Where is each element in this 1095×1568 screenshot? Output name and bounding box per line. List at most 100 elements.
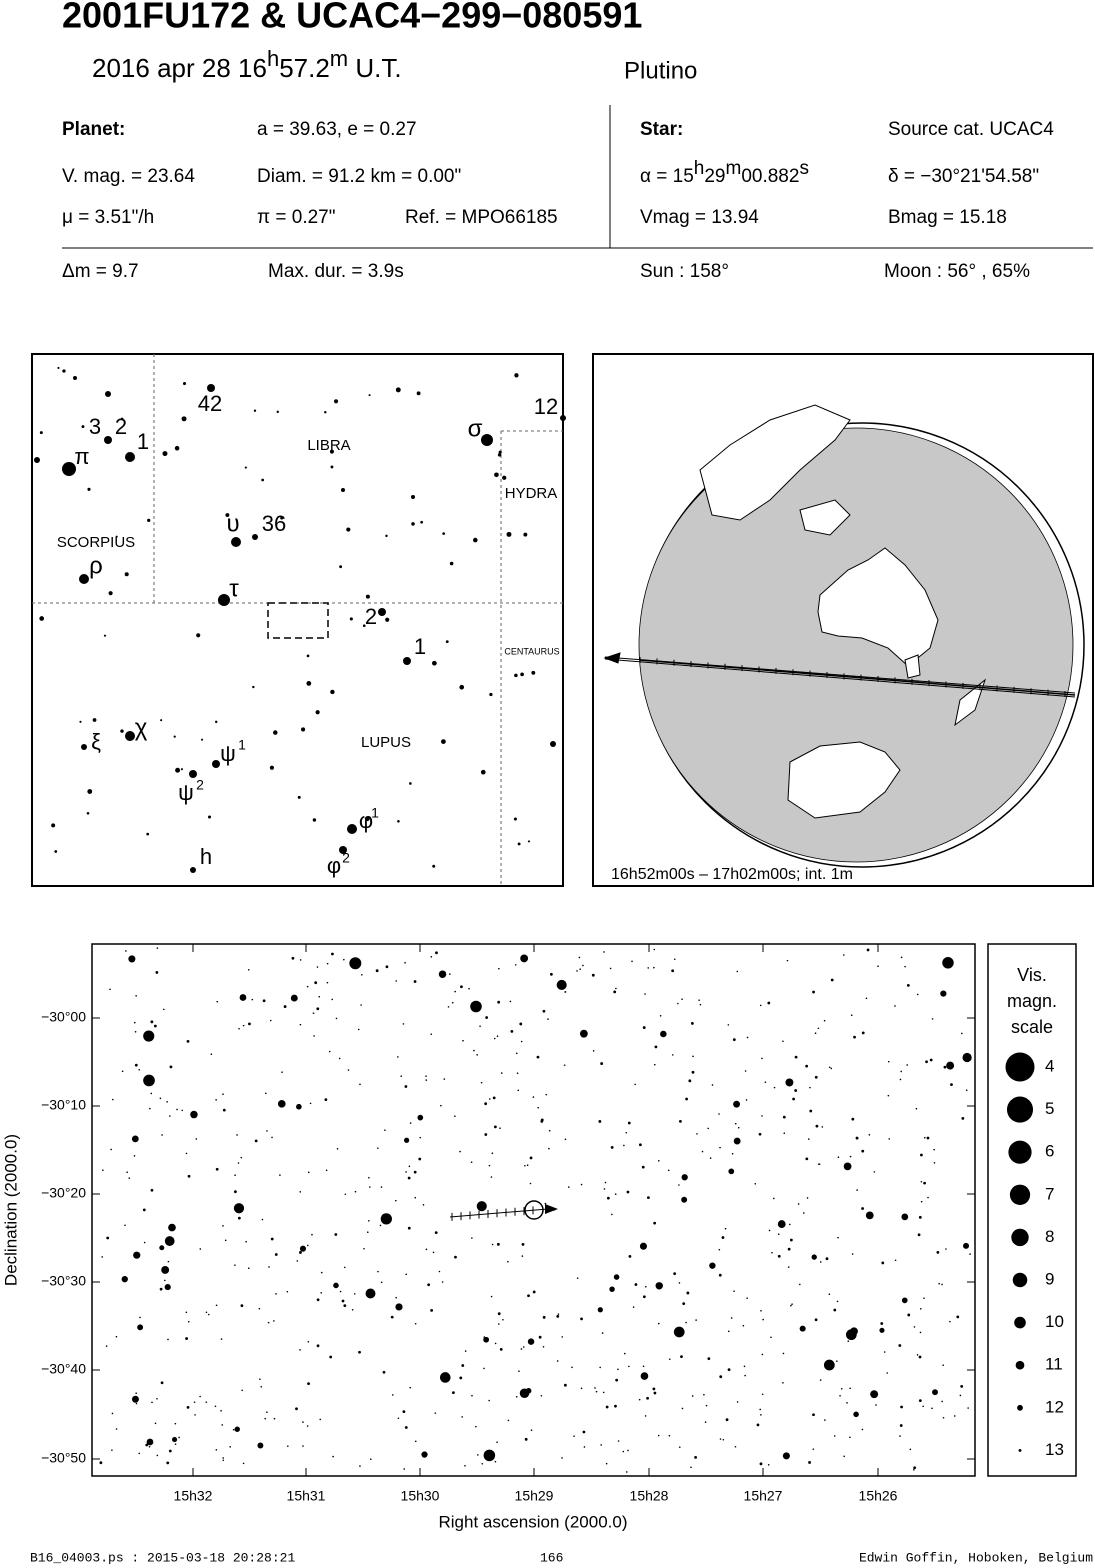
- star: [425, 1248, 428, 1251]
- star: [942, 1364, 944, 1366]
- star: [222, 1093, 224, 1095]
- star: [603, 1188, 606, 1190]
- star: [353, 1293, 356, 1295]
- star: [238, 1027, 240, 1030]
- star: [667, 1169, 670, 1172]
- star: [724, 1227, 727, 1230]
- star: [931, 1018, 934, 1020]
- star: [234, 1426, 240, 1432]
- finder-star: [550, 741, 556, 747]
- star: [494, 1460, 497, 1463]
- star: [240, 1304, 244, 1308]
- star: [369, 1186, 371, 1188]
- legend-dot: [1015, 1360, 1025, 1370]
- finder-star: [105, 391, 111, 397]
- star: [498, 967, 500, 970]
- star: [703, 1393, 705, 1396]
- star: [705, 1404, 708, 1407]
- star: [918, 1399, 922, 1403]
- finder-label: ψ: [220, 741, 236, 766]
- star: [115, 1335, 118, 1338]
- finder-star: [39, 431, 43, 435]
- star: [461, 1364, 465, 1367]
- star: [709, 1262, 716, 1269]
- star: [379, 1224, 382, 1227]
- star: [491, 1152, 494, 1155]
- star: [861, 1207, 864, 1210]
- star: [623, 1352, 626, 1355]
- star: [901, 1213, 909, 1221]
- star: [439, 1372, 451, 1383]
- star: [517, 1089, 520, 1092]
- star: [360, 1004, 362, 1006]
- star: [162, 1008, 165, 1011]
- finder-star: [225, 513, 230, 518]
- star: [146, 1438, 154, 1446]
- star: [673, 958, 676, 961]
- star: [493, 1037, 496, 1040]
- star: [906, 1064, 908, 1066]
- star: [143, 1030, 155, 1042]
- star: [484, 1102, 488, 1106]
- star: [502, 1318, 504, 1321]
- star: [259, 1378, 261, 1380]
- star: [316, 1007, 320, 1011]
- ra: α = 15h29m00.882s: [640, 158, 809, 187]
- star: [347, 1069, 350, 1071]
- star: [933, 1161, 936, 1164]
- star: [407, 1226, 411, 1230]
- star: [220, 1338, 223, 1340]
- star: [628, 1365, 630, 1368]
- star: [718, 1273, 722, 1277]
- finder-star: [218, 594, 230, 606]
- star: [645, 1285, 647, 1288]
- y-axis-label: Declination (2000.0): [1, 1134, 20, 1286]
- star: [644, 1415, 647, 1417]
- star: [678, 1446, 681, 1448]
- star: [691, 1070, 695, 1074]
- star: [542, 1315, 546, 1319]
- finder-star: [252, 534, 258, 540]
- finder-star: [276, 410, 279, 414]
- star: [178, 1436, 180, 1439]
- finder-label: 1: [137, 429, 149, 454]
- star: [783, 1132, 786, 1135]
- star: [316, 966, 319, 968]
- star: [403, 1468, 406, 1470]
- x-tick-label: 15h30: [401, 1488, 440, 1504]
- star: [646, 1196, 650, 1200]
- finder-star: [333, 399, 339, 404]
- star: [269, 1019, 272, 1022]
- star: [240, 1156, 243, 1159]
- motion-arrow: [545, 1204, 558, 1214]
- ra-part: 00.882: [741, 166, 799, 187]
- finder-star: [54, 850, 58, 853]
- finder-star: [420, 520, 424, 524]
- star: [497, 1312, 501, 1316]
- star: [160, 1381, 164, 1385]
- x-tick-label: 15h28: [630, 1488, 669, 1504]
- star: [718, 1248, 721, 1251]
- star: [721, 1236, 725, 1239]
- legend-label: 8: [1045, 1227, 1054, 1246]
- star: [331, 998, 334, 1001]
- star: [789, 1223, 791, 1226]
- star: [368, 1219, 370, 1222]
- star: [273, 1417, 276, 1420]
- star: [814, 1032, 817, 1034]
- star: [610, 1145, 614, 1149]
- finder-star: [104, 436, 112, 444]
- star: [870, 1390, 879, 1399]
- star: [485, 1016, 489, 1019]
- star: [159, 1097, 162, 1100]
- star: [799, 1283, 801, 1286]
- star: [805, 1157, 809, 1161]
- star: [492, 1096, 496, 1100]
- finder-star: [120, 729, 124, 733]
- date-sup: h: [267, 46, 279, 71]
- star: [222, 1459, 225, 1462]
- star: [234, 1174, 236, 1177]
- star: [302, 1445, 304, 1447]
- star: [647, 967, 650, 969]
- star: [267, 1321, 270, 1324]
